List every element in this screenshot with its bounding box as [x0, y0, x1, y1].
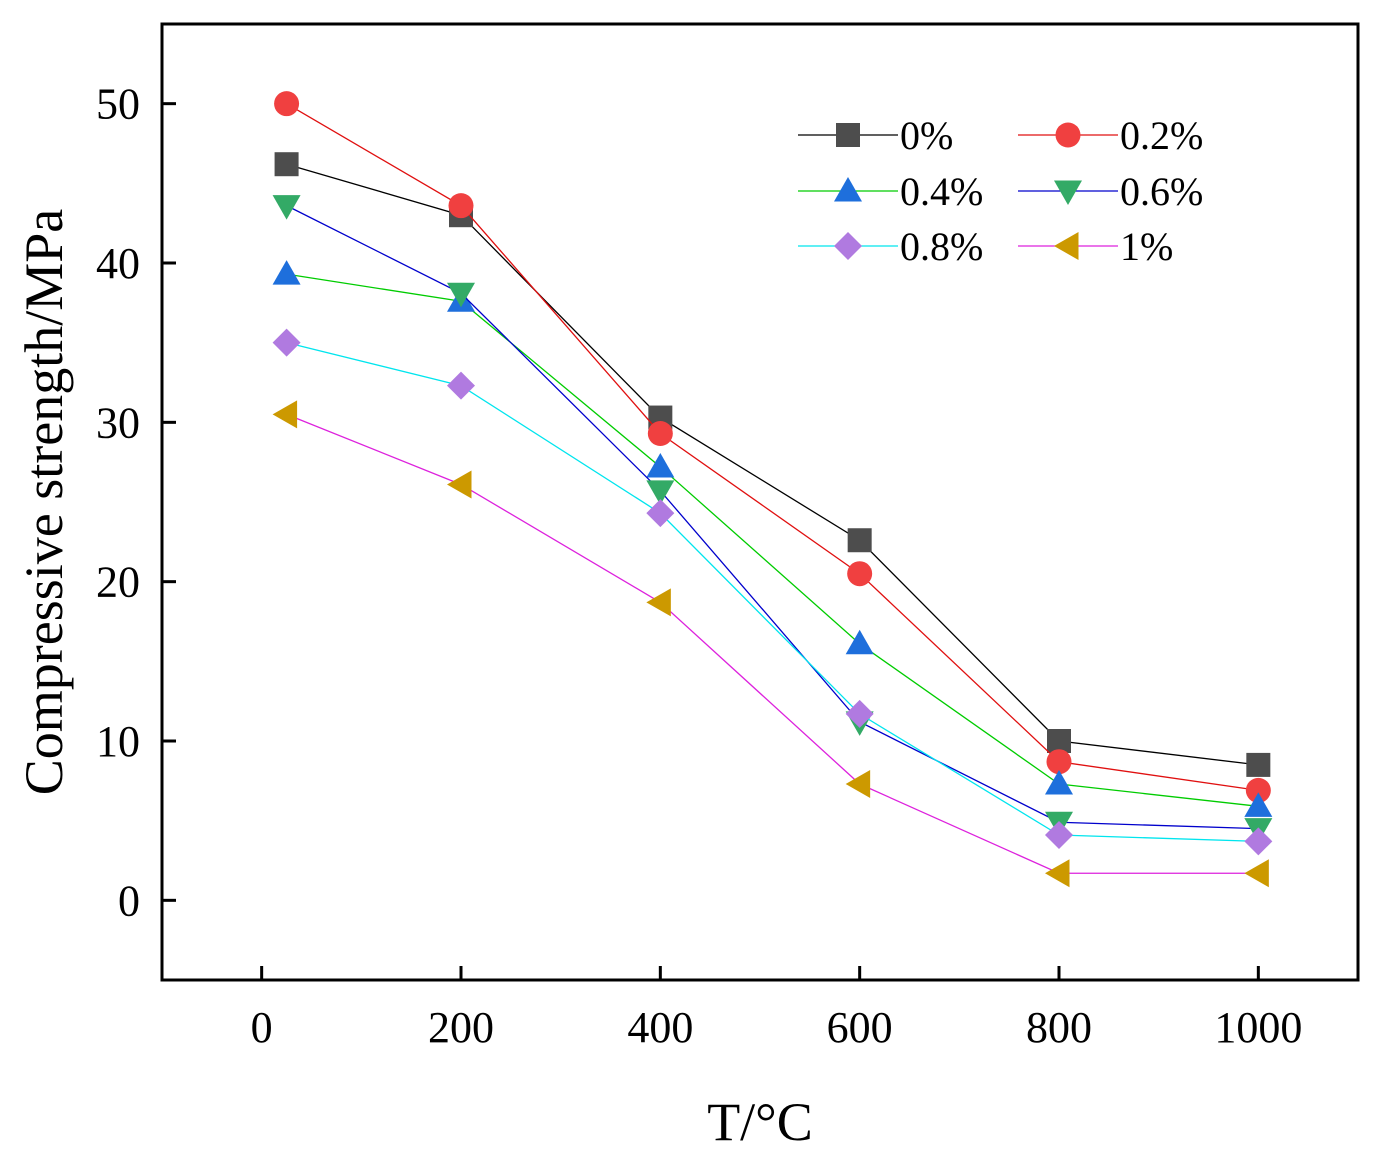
data-point — [1244, 859, 1269, 888]
series-1% — [272, 400, 1269, 888]
data-point — [1245, 777, 1271, 803]
legend-item: 0.2% — [1018, 113, 1203, 158]
legend-marker — [834, 177, 862, 202]
data-point — [1244, 827, 1273, 856]
series-line — [286, 163, 1259, 766]
y-tick-label: 10 — [96, 717, 140, 766]
y-tick-label: 30 — [96, 398, 140, 447]
legend-marker — [834, 232, 862, 260]
legend-label: 0.4% — [900, 169, 983, 214]
data-point — [274, 91, 300, 117]
x-axis-title: T/°C — [707, 1092, 813, 1150]
x-tick-label: 600 — [827, 1003, 893, 1052]
data-point — [1244, 792, 1273, 817]
series-line — [286, 273, 1259, 807]
data-point — [274, 152, 299, 177]
series-0.8% — [272, 328, 1273, 856]
data-point — [272, 260, 301, 285]
y-tick-label: 20 — [96, 558, 140, 607]
legend-marker — [836, 123, 860, 147]
series-0.6% — [272, 195, 1273, 843]
legend-label: 0.8% — [900, 224, 983, 269]
y-tick-label: 0 — [118, 876, 140, 925]
x-tick-label: 800 — [1026, 1003, 1092, 1052]
series-0.2% — [274, 91, 1271, 803]
data-point — [272, 400, 298, 429]
legend-item: 0.4% — [798, 169, 983, 214]
plot-frame — [160, 22, 1360, 982]
legend-label: 0.2% — [1120, 113, 1203, 158]
data-point — [1045, 859, 1070, 888]
data-point — [272, 328, 301, 357]
data-point — [845, 699, 874, 728]
data-point — [1047, 729, 1071, 753]
legend: 0% 0.2% 0.4% 0.6% 0.8% 1% — [798, 113, 1203, 269]
legend-marker — [1054, 180, 1082, 205]
legend-item: 0.6% — [1018, 169, 1203, 214]
series-layer — [272, 91, 1273, 888]
data-point — [646, 588, 671, 617]
x-tick-label: 200 — [428, 1003, 494, 1052]
data-point — [447, 282, 475, 308]
data-point — [447, 470, 472, 499]
y-axis: 0 10 20 30 40 50 — [96, 80, 176, 925]
legend-item: 1% — [1018, 224, 1173, 269]
data-point — [1045, 821, 1073, 850]
data-point — [845, 770, 871, 799]
x-tick-label: 1000 — [1214, 1003, 1302, 1052]
legend-marker — [1054, 232, 1079, 260]
legend-label: 1% — [1120, 224, 1173, 269]
legend-marker — [1055, 122, 1081, 148]
series-line — [286, 413, 1259, 874]
series-0% — [274, 152, 1271, 777]
series-line — [286, 342, 1259, 843]
data-point — [646, 480, 675, 505]
series-line — [286, 103, 1259, 792]
data-point — [272, 195, 301, 220]
x-axis: 0 200 400 600 800 1000 — [251, 966, 1302, 1052]
data-point — [646, 499, 675, 528]
data-point — [647, 420, 673, 446]
y-tick-label: 40 — [96, 239, 140, 288]
series-0.4% — [272, 260, 1273, 817]
y-tick-label: 50 — [96, 80, 140, 129]
legend-item: 0% — [798, 113, 953, 158]
x-tick-label: 0 — [251, 1003, 273, 1052]
data-point — [1046, 749, 1072, 775]
x-tick-label: 400 — [627, 1003, 693, 1052]
series-line — [286, 205, 1259, 830]
data-point — [646, 452, 675, 478]
legend-item: 0.8% — [798, 224, 983, 269]
data-point — [1246, 752, 1271, 777]
legend-label: 0.6% — [1120, 169, 1203, 214]
data-point — [847, 561, 873, 587]
data-point — [447, 371, 475, 400]
legend-label: 0% — [900, 113, 953, 158]
y-axis-title: Compressive strength/MPa — [14, 209, 74, 795]
data-point — [847, 528, 872, 553]
data-point — [1045, 770, 1073, 795]
data-point — [845, 629, 874, 655]
data-point — [448, 193, 474, 219]
